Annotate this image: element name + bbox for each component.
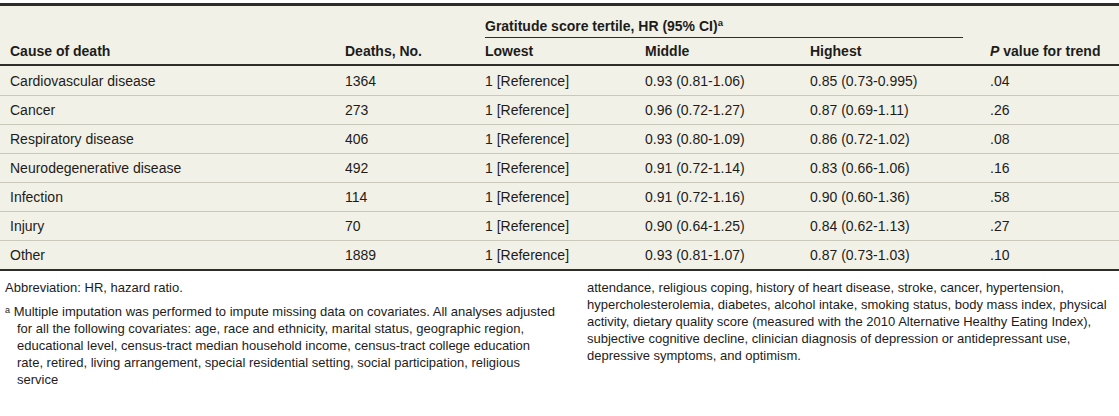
cell-deaths: 1364 — [345, 73, 485, 89]
table-row: Injury 70 1 [Reference] 0.90 (0.64-1.25)… — [0, 211, 1119, 240]
table-row: Respiratory disease 406 1 [Reference] 0.… — [0, 124, 1119, 153]
footnote-left-column: Abbreviation: HR, hazard ratio. a Multip… — [5, 279, 557, 388]
table-row: Neurodegenerative disease 492 1 [Referen… — [0, 153, 1119, 182]
table-figure: Gratitude score tertile, HR (95% CI)a Ca… — [0, 0, 1119, 388]
span-header-superscript: a — [718, 18, 723, 28]
cell-p-value: .27 — [990, 218, 1119, 234]
cell-p-value: .58 — [990, 189, 1119, 205]
span-header-gratitude: Gratitude score tertile, HR (95% CI)a — [485, 18, 963, 38]
cell-middle: 0.90 (0.64-1.25) — [645, 218, 810, 234]
cell-p-value: .26 — [990, 102, 1119, 118]
cell-cause: Respiratory disease — [0, 131, 345, 147]
col-header-p-value: P value for trend — [990, 43, 1119, 59]
cell-cause: Infection — [0, 189, 345, 205]
cell-lowest: 1 [Reference] — [485, 102, 645, 118]
footnote-a-continued: attendance, religious coping, history of… — [587, 279, 1111, 364]
cell-p-value: .16 — [990, 160, 1119, 176]
cell-cause: Injury — [0, 218, 345, 234]
cell-highest: 0.84 (0.62-1.13) — [810, 218, 990, 234]
col-header-highest: Highest — [810, 43, 990, 59]
cell-highest: 0.87 (0.69-1.11) — [810, 102, 990, 118]
cell-lowest: 1 [Reference] — [485, 218, 645, 234]
span-header-label: Gratitude score tertile, HR (95% CI) — [485, 18, 718, 34]
cell-lowest: 1 [Reference] — [485, 73, 645, 89]
table-row: Infection 114 1 [Reference] 0.91 (0.72-1… — [0, 182, 1119, 211]
footnote-a-marker: a — [5, 305, 10, 315]
cell-middle: 0.93 (0.81-1.06) — [645, 73, 810, 89]
cell-middle: 0.93 (0.80-1.09) — [645, 131, 810, 147]
cell-highest: 0.83 (0.66-1.06) — [810, 160, 990, 176]
col-header-middle: Middle — [645, 43, 810, 59]
cell-deaths: 1889 — [345, 247, 485, 263]
column-header-row: Cause of death Deaths, No. Lowest Middle… — [0, 38, 1119, 64]
cell-cause: Other — [0, 247, 345, 263]
cell-p-value: .08 — [990, 131, 1119, 147]
cell-middle: 0.91 (0.72-1.14) — [645, 160, 810, 176]
table-row: Cardiovascular disease 1364 1 [Reference… — [0, 66, 1119, 95]
p-value-rest: value for trend — [999, 43, 1100, 59]
cell-lowest: 1 [Reference] — [485, 160, 645, 176]
cell-lowest: 1 [Reference] — [485, 189, 645, 205]
cell-deaths: 406 — [345, 131, 485, 147]
footnote-a: a Multiple imputation was performed to i… — [5, 303, 557, 388]
cell-lowest: 1 [Reference] — [485, 131, 645, 147]
footnotes: Abbreviation: HR, hazard ratio. a Multip… — [0, 271, 1119, 388]
cell-deaths: 114 — [345, 189, 485, 205]
mortality-table: Gratitude score tertile, HR (95% CI)a Ca… — [0, 3, 1119, 271]
col-header-lowest: Lowest — [485, 43, 645, 59]
cell-cause: Cardiovascular disease — [0, 73, 345, 89]
col-header-deaths-no: Deaths, No. — [345, 43, 485, 59]
cell-middle: 0.93 (0.81-1.07) — [645, 247, 810, 263]
cell-cause: Neurodegenerative disease — [0, 160, 345, 176]
table-header: Gratitude score tertile, HR (95% CI)a Ca… — [0, 6, 1119, 66]
table-body: Cardiovascular disease 1364 1 [Reference… — [0, 66, 1119, 269]
cell-cause: Cancer — [0, 102, 345, 118]
cell-highest: 0.87 (0.73-1.03) — [810, 247, 990, 263]
cell-highest: 0.90 (0.60-1.36) — [810, 189, 990, 205]
cell-lowest: 1 [Reference] — [485, 247, 645, 263]
cell-deaths: 273 — [345, 102, 485, 118]
footnote-right-column: attendance, religious coping, history of… — [587, 279, 1111, 388]
cell-deaths: 70 — [345, 218, 485, 234]
cell-middle: 0.91 (0.72-1.16) — [645, 189, 810, 205]
span-header-row: Gratitude score tertile, HR (95% CI)a — [0, 6, 1119, 38]
p-value-italic-p: P — [990, 43, 999, 59]
cell-p-value: .10 — [990, 247, 1119, 263]
cell-middle: 0.96 (0.72-1.27) — [645, 102, 810, 118]
col-header-cause-of-death: Cause of death — [0, 43, 345, 59]
footnote-a-text: Multiple imputation was performed to imp… — [14, 304, 555, 387]
cell-p-value: .04 — [990, 73, 1119, 89]
cell-deaths: 492 — [345, 160, 485, 176]
table-row: Other 1889 1 [Reference] 0.93 (0.81-1.07… — [0, 240, 1119, 269]
table-row: Cancer 273 1 [Reference] 0.96 (0.72-1.27… — [0, 95, 1119, 124]
cell-highest: 0.85 (0.73-0.995) — [810, 73, 990, 89]
cell-highest: 0.86 (0.72-1.02) — [810, 131, 990, 147]
abbreviation-note: Abbreviation: HR, hazard ratio. — [5, 279, 557, 296]
